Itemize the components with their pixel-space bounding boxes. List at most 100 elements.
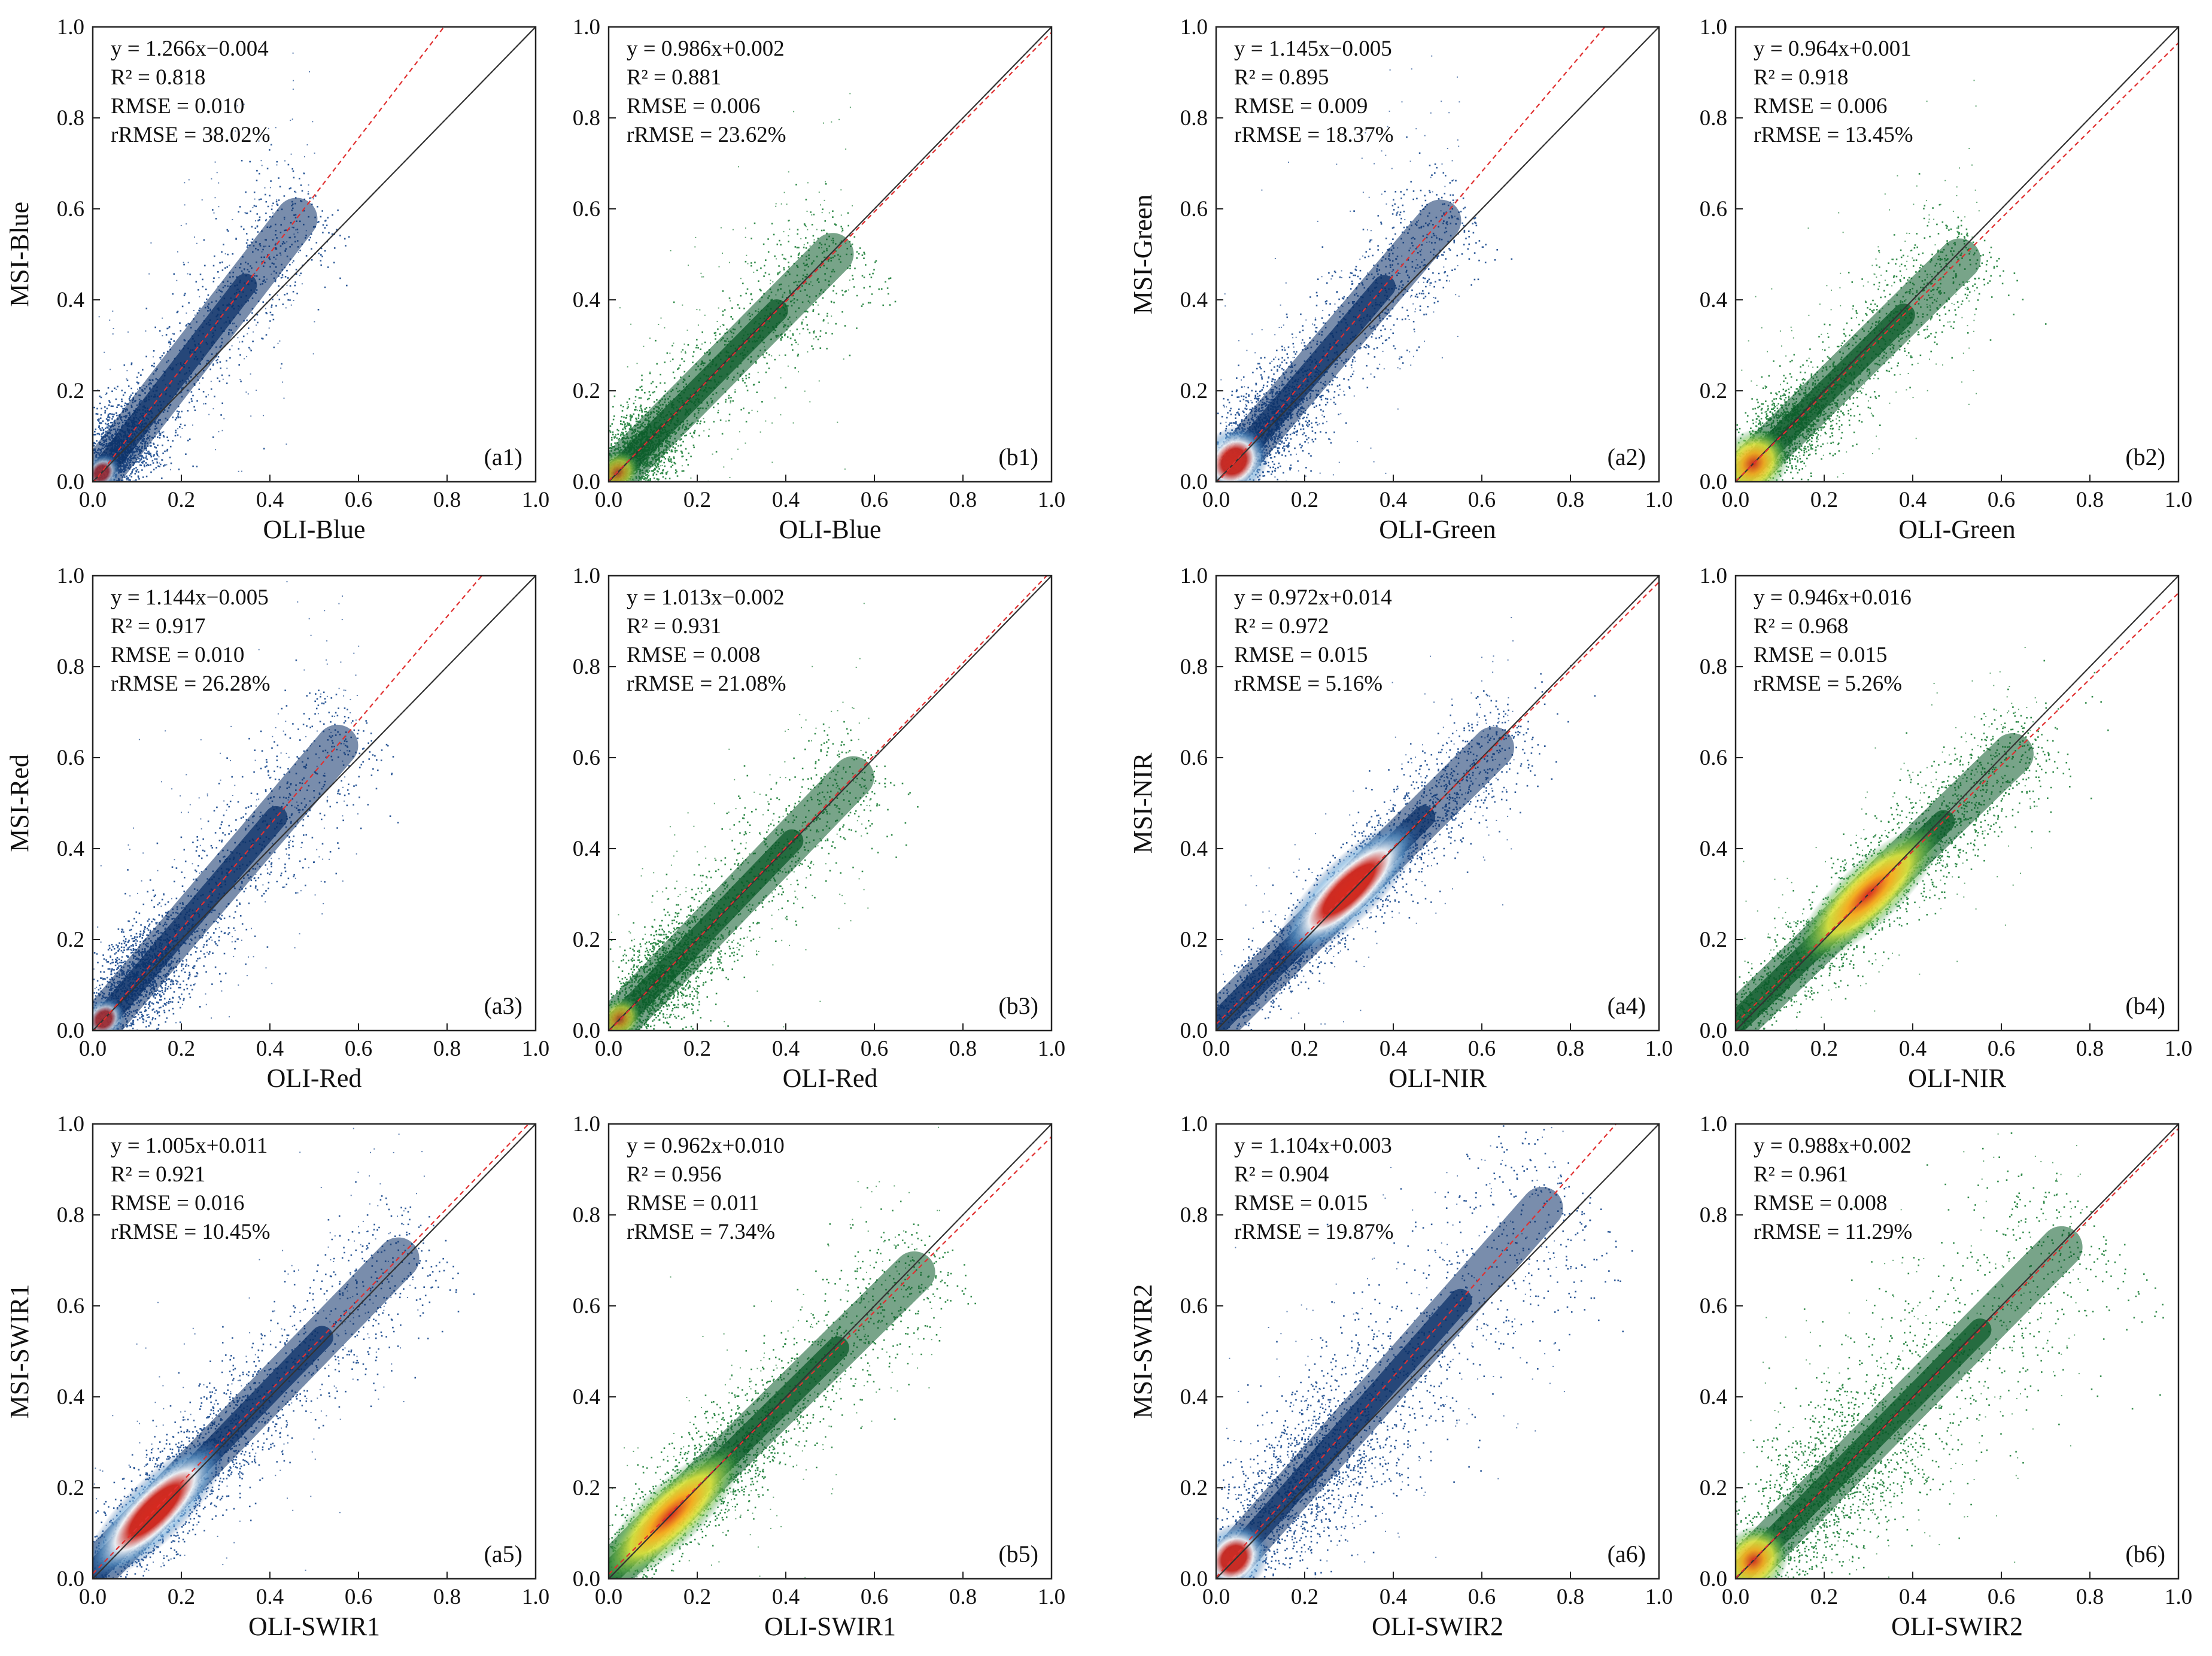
y-tick-label: 0.2 [1700,1476,1727,1500]
x-tick-label: 0.2 [1810,1585,1838,1609]
scatter-panel-a1: 0.00.0 0.2 0.2 0.4 0.4 0.6 0.6 0.8 0.8 1.0 1.0 OLI-… [5,15,549,544]
fit-statistic: R² = 0.818 [111,65,205,90]
scatter-panel-b2: 0.00.0 0.2 0.2 0.4 0.4 0.6 0.6 0.8 0.8 1.0 1.0 OLI-… [1700,15,2192,544]
y-tick-label: 0.0 [1700,470,1727,494]
y-tick-label: 0.2 [1700,928,1727,952]
fit-statistic: RMSE = 0.008 [627,643,760,667]
fit-statistic: rRMSE = 7.34% [627,1220,775,1244]
y-tick-label: 0.6 [573,197,600,221]
x-axis-label: OLI-NIR [1388,1064,1487,1093]
scatter-panel-b3: 0.00.0 0.2 0.2 0.4 0.4 0.6 0.6 0.8 0.8 1.0 1.0 OLI-… [573,564,1065,1093]
y-tick-label: 0.0 [1180,470,1208,494]
fit-statistic: y = 0.972x+0.014 [1234,585,1392,610]
fit-statistic: RMSE = 0.015 [1754,643,1887,667]
x-tick-label: 0.2 [168,488,195,512]
x-tick-label: 0.6 [861,1585,888,1609]
fit-statistic: RMSE = 0.009 [1234,94,1368,118]
x-tick-label: 0.6 [1468,1585,1496,1609]
fit-statistic: R² = 0.961 [1754,1162,1848,1187]
y-tick-label: 0.4 [573,837,600,861]
fit-statistic: rRMSE = 23.62% [627,123,786,147]
y-tick-label: 0.4 [57,1385,84,1409]
fit-statistic: rRMSE = 5.26% [1754,671,1902,696]
y-tick-label: 0.8 [57,1203,84,1227]
x-tick-label: 1.0 [522,1585,549,1609]
x-axis-label: OLI-Red [783,1064,878,1093]
fit-statistic: y = 1.104x+0.003 [1234,1134,1392,1158]
y-tick-label: 0.4 [1180,288,1208,312]
x-tick-label: 0.8 [433,1037,461,1061]
plot-frame [1215,575,1660,1032]
fit-statistic: RMSE = 0.010 [111,643,244,667]
y-tick-label: 0.8 [1700,655,1727,679]
y-tick-label: 0.0 [1180,1567,1208,1591]
x-tick-label: 0.4 [1899,488,1927,512]
x-tick-label: 0.8 [949,1585,977,1609]
y-tick-label: 0.0 [57,1019,84,1043]
y-tick-label: 0.0 [573,470,600,494]
x-tick-label: 0.8 [949,488,977,512]
fit-statistic: RMSE = 0.006 [1754,94,1887,118]
y-axis-label: MSI-SWIR2 [1128,1284,1157,1419]
fit-statistic: R² = 0.956 [627,1162,721,1187]
plot-frame [92,26,537,483]
x-tick-label: 0.8 [433,488,461,512]
x-tick-label: 0.0 [595,1585,622,1609]
y-tick-label: 0.6 [1700,1294,1727,1318]
x-tick-label: 0.2 [683,488,711,512]
x-tick-label: 1.0 [2165,488,2192,512]
fit-statistic: y = 1.013x−0.002 [627,585,785,610]
y-tick-label: 0.6 [57,197,84,221]
x-tick-label: 0.6 [861,488,888,512]
x-tick-label: 0.8 [1557,1585,1584,1609]
x-tick-label: 0.4 [1380,488,1407,512]
plot-frame [1734,26,2180,483]
y-tick-label: 0.0 [573,1019,600,1043]
x-axis-label: OLI-Blue [263,515,365,544]
x-tick-label: 0.0 [79,1037,107,1061]
panel-tag: (b3) [998,992,1038,1019]
fit-statistic: RMSE = 0.008 [1754,1191,1887,1216]
x-tick-label: 0.2 [1291,488,1318,512]
plot-frame [1215,26,1660,483]
y-tick-label: 0.8 [1180,106,1208,130]
x-tick-label: 0.2 [1810,488,1838,512]
x-tick-label: 0.0 [1722,1037,1749,1061]
fit-statistic: R² = 0.921 [111,1162,205,1187]
regression-fit-line [93,1124,530,1575]
x-tick-label: 0.0 [1722,488,1749,512]
scatter-panel-b1: 0.00.0 0.2 0.2 0.4 0.4 0.6 0.6 0.8 0.8 1.0 1.0 OLI-… [573,15,1065,544]
fit-statistic: rRMSE = 11.29% [1754,1220,1912,1244]
y-tick-label: 0.2 [57,379,84,403]
scatter-panel-a6: 0.00.0 0.2 0.2 0.4 0.4 0.6 0.6 0.8 0.8 1.0 1.0 OLI-… [1128,1112,1673,1641]
y-tick-label: 0.6 [1180,746,1208,770]
scatter-panel-b5: 0.00.0 0.2 0.2 0.4 0.4 0.6 0.6 0.8 0.8 1.0 1.0 OLI-… [573,1112,1065,1641]
x-tick-label: 0.6 [345,1585,372,1609]
x-tick-label: 1.0 [2165,1037,2192,1061]
y-tick-label: 0.6 [573,746,600,770]
y-tick-label: 0.4 [57,288,84,312]
y-tick-label: 0.4 [1700,837,1727,861]
x-axis-label: OLI-Green [1898,515,2015,544]
fit-statistic: rRMSE = 18.37% [1234,123,1394,147]
x-tick-label: 0.4 [256,1585,284,1609]
x-tick-label: 0.4 [772,1037,800,1061]
x-tick-label: 0.2 [683,1585,711,1609]
x-tick-label: 0.8 [2076,1585,2104,1609]
fit-statistic: R² = 0.968 [1754,614,1848,639]
fit-statistic: y = 0.964x+0.001 [1754,37,1912,61]
x-axis-label: OLI-SWIR1 [248,1612,380,1641]
x-tick-label: 0.6 [1468,1037,1496,1061]
x-tick-label: 0.2 [1291,1585,1318,1609]
x-tick-label: 1.0 [522,1037,549,1061]
fit-statistic: R² = 0.931 [627,614,721,639]
density-hotspot [1275,818,1423,961]
y-tick-label: 0.2 [1180,928,1208,952]
fit-statistic: y = 0.946x+0.016 [1754,585,1912,610]
y-tick-label: 0.2 [57,1476,84,1500]
regression-fit-line [1736,1128,2178,1579]
x-tick-label: 0.8 [433,1585,461,1609]
panel-tag: (b1) [998,443,1038,470]
fit-statistic: RMSE = 0.016 [111,1191,244,1216]
